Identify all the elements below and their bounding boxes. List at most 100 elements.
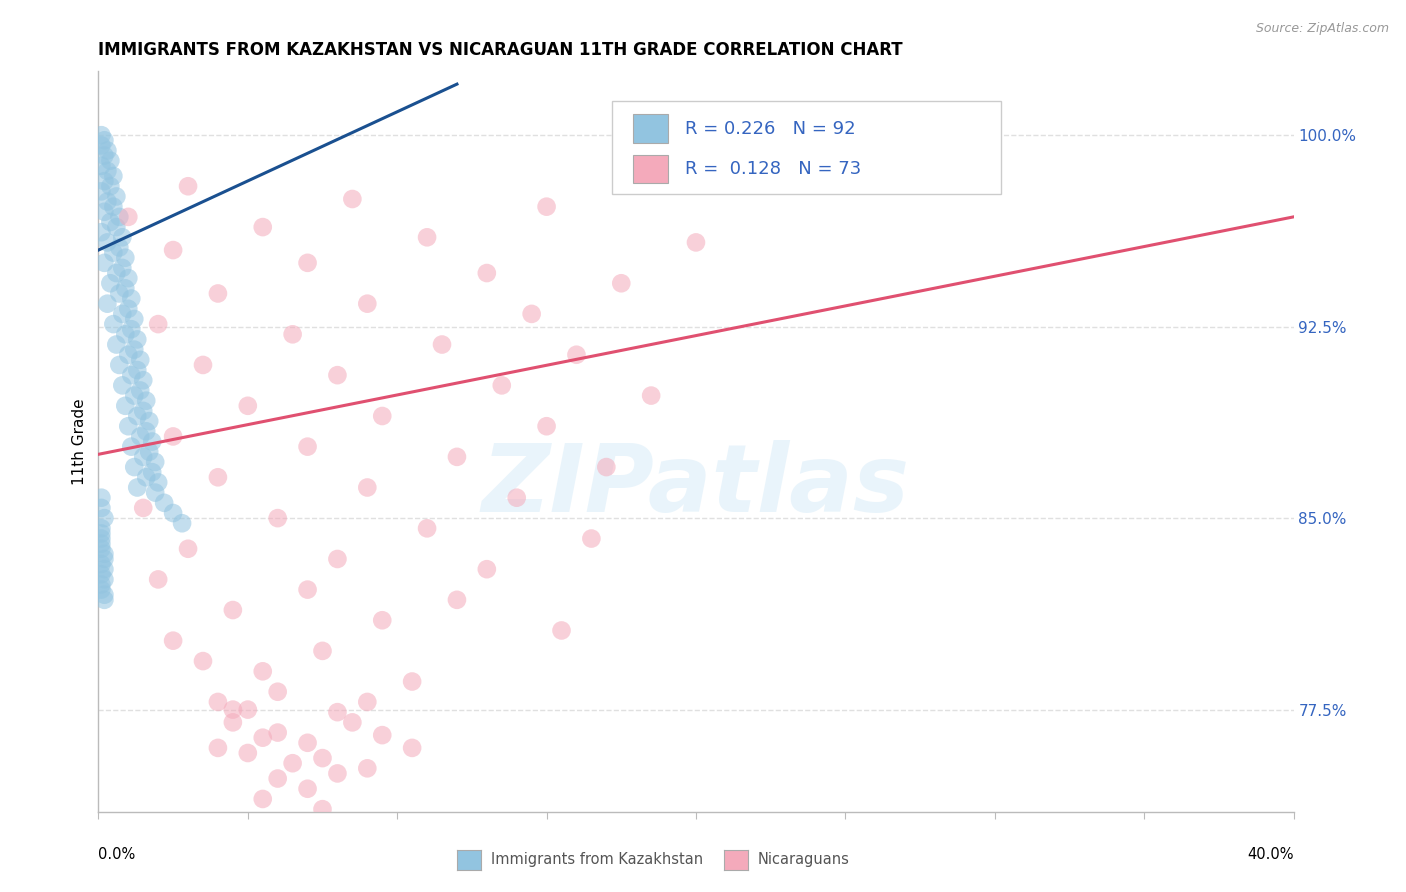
Point	[416, 521, 439, 535]
Point	[105, 337, 128, 351]
Point	[236, 746, 259, 760]
Point	[90, 541, 112, 556]
Point	[111, 307, 134, 321]
Point	[162, 429, 184, 443]
Point	[143, 455, 166, 469]
Point	[356, 761, 378, 775]
Point	[132, 500, 155, 515]
Point	[98, 215, 122, 229]
Point	[93, 204, 115, 219]
Point	[129, 429, 152, 443]
FancyBboxPatch shape	[613, 101, 1001, 194]
Point	[127, 333, 149, 347]
Text: 0.0%: 0.0%	[98, 847, 135, 863]
Point	[129, 352, 152, 367]
Point	[685, 235, 707, 250]
Point	[120, 440, 142, 454]
Point	[93, 588, 115, 602]
Point	[111, 230, 134, 244]
Point	[311, 802, 333, 816]
Point	[93, 592, 115, 607]
Point	[117, 301, 139, 316]
Point	[281, 756, 304, 771]
Point	[162, 633, 184, 648]
Point	[371, 409, 394, 423]
Point	[252, 731, 274, 745]
Point	[297, 440, 319, 454]
Point	[108, 358, 131, 372]
Point	[267, 684, 290, 698]
Point	[108, 286, 131, 301]
Point	[141, 465, 163, 479]
Point	[90, 557, 112, 571]
Point	[143, 485, 166, 500]
Text: ZIPatlas: ZIPatlas	[482, 440, 910, 532]
Point	[222, 715, 245, 730]
Point	[90, 500, 112, 515]
Point	[90, 577, 112, 591]
Point	[267, 725, 290, 739]
Point	[93, 148, 115, 162]
Point	[138, 414, 160, 428]
Point	[207, 695, 229, 709]
Point	[120, 322, 142, 336]
Point	[446, 592, 468, 607]
Point	[93, 174, 115, 188]
Point	[356, 695, 378, 709]
Text: IMMIGRANTS FROM KAZAKHSTAN VS NICARAGUAN 11TH GRADE CORRELATION CHART: IMMIGRANTS FROM KAZAKHSTAN VS NICARAGUAN…	[98, 41, 903, 59]
Point	[297, 582, 319, 597]
Point	[93, 133, 115, 147]
Point	[297, 736, 319, 750]
Point	[96, 296, 118, 310]
Point	[96, 194, 118, 209]
Point	[114, 251, 136, 265]
Point	[172, 516, 194, 531]
Point	[550, 624, 572, 638]
Point	[148, 317, 170, 331]
Point	[297, 256, 319, 270]
Point	[117, 210, 139, 224]
Point	[132, 450, 155, 464]
Point	[236, 399, 259, 413]
Point	[162, 243, 184, 257]
Point	[93, 552, 115, 566]
Point	[96, 235, 118, 250]
Point	[93, 573, 115, 587]
Point	[114, 281, 136, 295]
Point	[371, 613, 394, 627]
Point	[536, 419, 558, 434]
Point	[90, 491, 112, 505]
Point	[90, 138, 112, 153]
Text: Source: ZipAtlas.com: Source: ZipAtlas.com	[1256, 22, 1389, 36]
FancyBboxPatch shape	[633, 114, 668, 143]
Point	[93, 511, 115, 525]
Point	[124, 312, 146, 326]
Point	[536, 200, 558, 214]
Point	[281, 327, 304, 342]
Point	[93, 562, 115, 576]
Point	[326, 552, 349, 566]
Point	[90, 225, 112, 239]
Point	[491, 378, 513, 392]
Point	[565, 348, 588, 362]
Point	[446, 450, 468, 464]
Point	[124, 460, 146, 475]
Point	[114, 327, 136, 342]
Point	[129, 384, 152, 398]
Point	[371, 728, 394, 742]
Point	[141, 434, 163, 449]
Point	[127, 363, 149, 377]
Text: Nicaraguans: Nicaraguans	[758, 853, 849, 867]
Point	[475, 562, 498, 576]
Point	[120, 368, 142, 383]
Point	[93, 256, 115, 270]
Point	[105, 189, 128, 203]
Point	[132, 373, 155, 387]
Point	[103, 245, 125, 260]
Point	[96, 144, 118, 158]
Point	[90, 159, 112, 173]
Point	[267, 772, 290, 786]
Point	[506, 491, 529, 505]
Point	[148, 475, 170, 490]
Point	[127, 409, 149, 423]
